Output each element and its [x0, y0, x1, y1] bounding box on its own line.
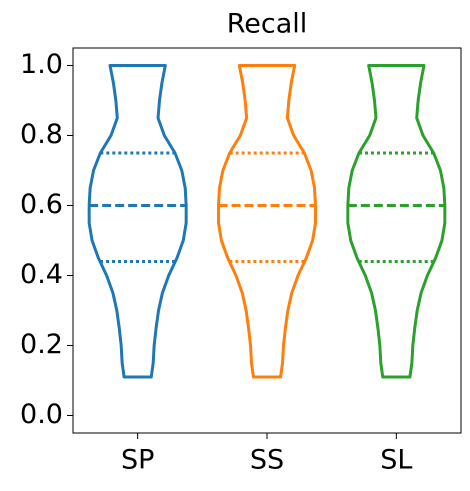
y-tick-label: 1.0 [20, 49, 63, 80]
y-tick-label: 0.2 [20, 329, 63, 360]
chart-title: Recall [227, 9, 308, 40]
x-tick-label: SS [250, 445, 284, 476]
y-tick-label: 0.4 [20, 259, 63, 290]
x-tick-label: SL [380, 445, 412, 476]
x-tick-label: SP [121, 445, 154, 476]
y-tick-label: 0.6 [20, 189, 63, 220]
violin-body [87, 64, 188, 379]
y-tick-label: 0.0 [20, 399, 63, 430]
y-tick-label: 0.8 [20, 119, 63, 150]
plot-frame [72, 47, 462, 434]
violin-body [217, 64, 317, 379]
violin-body [346, 64, 447, 379]
